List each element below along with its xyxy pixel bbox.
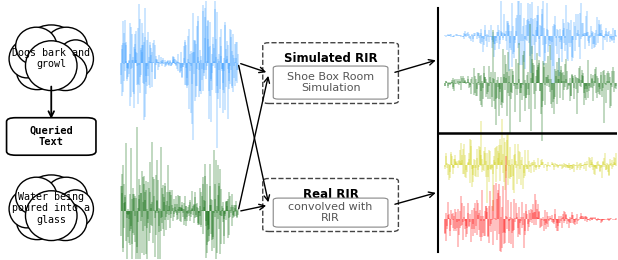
FancyBboxPatch shape [273,66,388,99]
Ellipse shape [15,177,57,215]
Ellipse shape [17,54,58,90]
Ellipse shape [45,27,87,65]
FancyBboxPatch shape [263,43,399,103]
Text: convolved with
RIR: convolved with RIR [289,202,373,223]
FancyBboxPatch shape [263,178,399,231]
Ellipse shape [58,190,93,228]
Ellipse shape [25,41,77,90]
Text: Simulated RIR: Simulated RIR [284,52,378,65]
Ellipse shape [23,175,79,225]
Text: Water being
poured into a
glass: Water being poured into a glass [12,192,90,225]
Ellipse shape [45,177,87,215]
Ellipse shape [9,190,44,228]
Ellipse shape [9,40,44,78]
Ellipse shape [44,53,87,90]
Text: Dogs bark and
growl: Dogs bark and growl [12,48,90,69]
Ellipse shape [15,27,57,65]
FancyBboxPatch shape [273,198,388,227]
Ellipse shape [23,25,79,75]
Text: Queried
Text: Queried Text [30,126,73,147]
Ellipse shape [25,191,77,241]
Ellipse shape [58,40,93,78]
FancyBboxPatch shape [7,118,96,155]
Ellipse shape [44,203,87,241]
Text: Shoe Box Room
Simulation: Shoe Box Room Simulation [287,72,374,93]
Ellipse shape [17,203,58,240]
Text: Real RIR: Real RIR [303,187,358,200]
